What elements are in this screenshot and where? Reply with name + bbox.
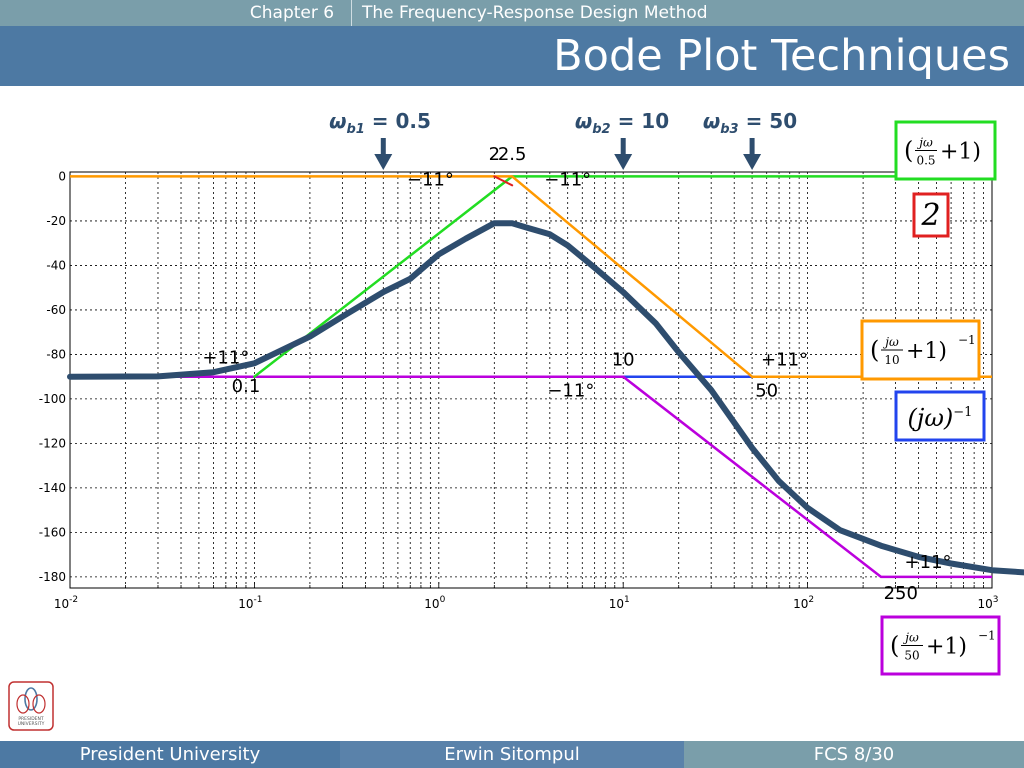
formula-exponent: −1 — [958, 333, 976, 347]
formula-paren-open: ( — [904, 137, 913, 165]
top-bar: Chapter 6 The Frequency-Response Design … — [0, 0, 1024, 26]
y-tick-label: -20 — [46, 214, 66, 228]
annotation-label: +11° — [761, 350, 808, 371]
x-tick-label: 10-2 — [54, 595, 78, 611]
y-tick-label: -40 — [46, 258, 66, 272]
series-pole-50 — [70, 375, 992, 579]
title-bar: Bode Plot Techniques — [0, 26, 1024, 86]
y-tick-label: -180 — [39, 570, 66, 584]
breakpoint-arrow-head — [743, 154, 762, 170]
annotation-label: 0.1 — [232, 376, 261, 397]
formula-exponent: −1 — [978, 629, 996, 643]
formula-paren-open: ( — [890, 632, 899, 660]
footer-university: President University — [0, 741, 340, 768]
formula-tail: +1) — [926, 635, 967, 660]
x-tick-label: 103 — [977, 595, 998, 611]
formula-box-1 — [894, 120, 997, 181]
x-tick-label: 101 — [609, 595, 630, 611]
formula-box-4 — [894, 390, 986, 442]
formula-text: 2 — [920, 198, 940, 233]
series-total — [67, 220, 1024, 576]
breakpoint-arrow-head — [614, 154, 633, 170]
plot-area — [69, 171, 993, 589]
y-tick-label: 0 — [58, 169, 66, 183]
footer: President University Erwin Sitompul FCS … — [0, 741, 1024, 768]
chapter-label: Chapter 6 — [233, 0, 352, 26]
annotation-label: +11° — [905, 552, 952, 573]
logo-text-1: PRESIDENT — [18, 716, 44, 722]
annotation-label: 50 — [755, 381, 778, 402]
formula-tail: +1) — [906, 339, 947, 364]
annotation-label: −11° — [547, 381, 594, 402]
formula-denominator: 50 — [904, 649, 919, 663]
x-tick-label: 10-1 — [238, 595, 262, 611]
annotation-label: 2 — [489, 144, 500, 165]
president-university-logo-icon: PRESIDENT UNIVERSITY — [8, 681, 54, 731]
formula-numerator: jω — [916, 136, 933, 150]
annotation-label: +11° — [202, 347, 249, 368]
bode-magnitude-plot: 0 -20 -40 -60 -80 -100 -120 -140 -160 -180 10-2 10-… — [39, 109, 1024, 676]
formula-tail: +1) — [940, 140, 981, 165]
x-tick-label: 100 — [424, 595, 445, 611]
y-tick-label: -100 — [39, 392, 66, 406]
formula-numerator: jω — [882, 335, 899, 349]
formula-denominator: 10 — [884, 353, 899, 367]
formula-numerator: jω — [902, 631, 919, 645]
annotation-label: 2.5 — [498, 144, 527, 165]
breakpoint-label-2: ωb2 = 10 — [575, 109, 669, 137]
chapter-title: The Frequency-Response Design Method — [362, 3, 708, 23]
series-gain — [493, 175, 514, 187]
footer-page: FCS 8/30 — [684, 741, 1024, 768]
logo-text-2: UNIVERSITY — [18, 721, 45, 727]
footer-author: Erwin Sitompul — [340, 741, 684, 768]
annotation-label: −11° — [407, 169, 454, 190]
slide-title: Bode Plot Techniques — [553, 31, 1010, 81]
breakpoint-arrow-head — [374, 154, 393, 170]
formula-box-2 — [912, 192, 950, 238]
annotation-label: 250 — [884, 583, 918, 604]
formula-denominator: 0.5 — [916, 154, 935, 168]
breakpoint-label-1: ωb1 = 0.5 — [329, 109, 431, 137]
y-tick-label: -60 — [46, 303, 66, 317]
formula-paren-open: ( — [870, 336, 879, 364]
y-tick-label: -160 — [39, 525, 66, 539]
y-tick-label: -80 — [46, 347, 66, 361]
annotation-label: 10 — [612, 350, 635, 371]
formula-text: (jω)−1 — [908, 404, 973, 432]
breakpoint-label-3: ωb3 = 50 — [703, 109, 797, 137]
y-tick-label: -140 — [39, 481, 66, 495]
y-tick-label: -120 — [39, 436, 66, 450]
annotation-label: −11° — [544, 169, 591, 190]
x-tick-label: 102 — [793, 595, 814, 611]
